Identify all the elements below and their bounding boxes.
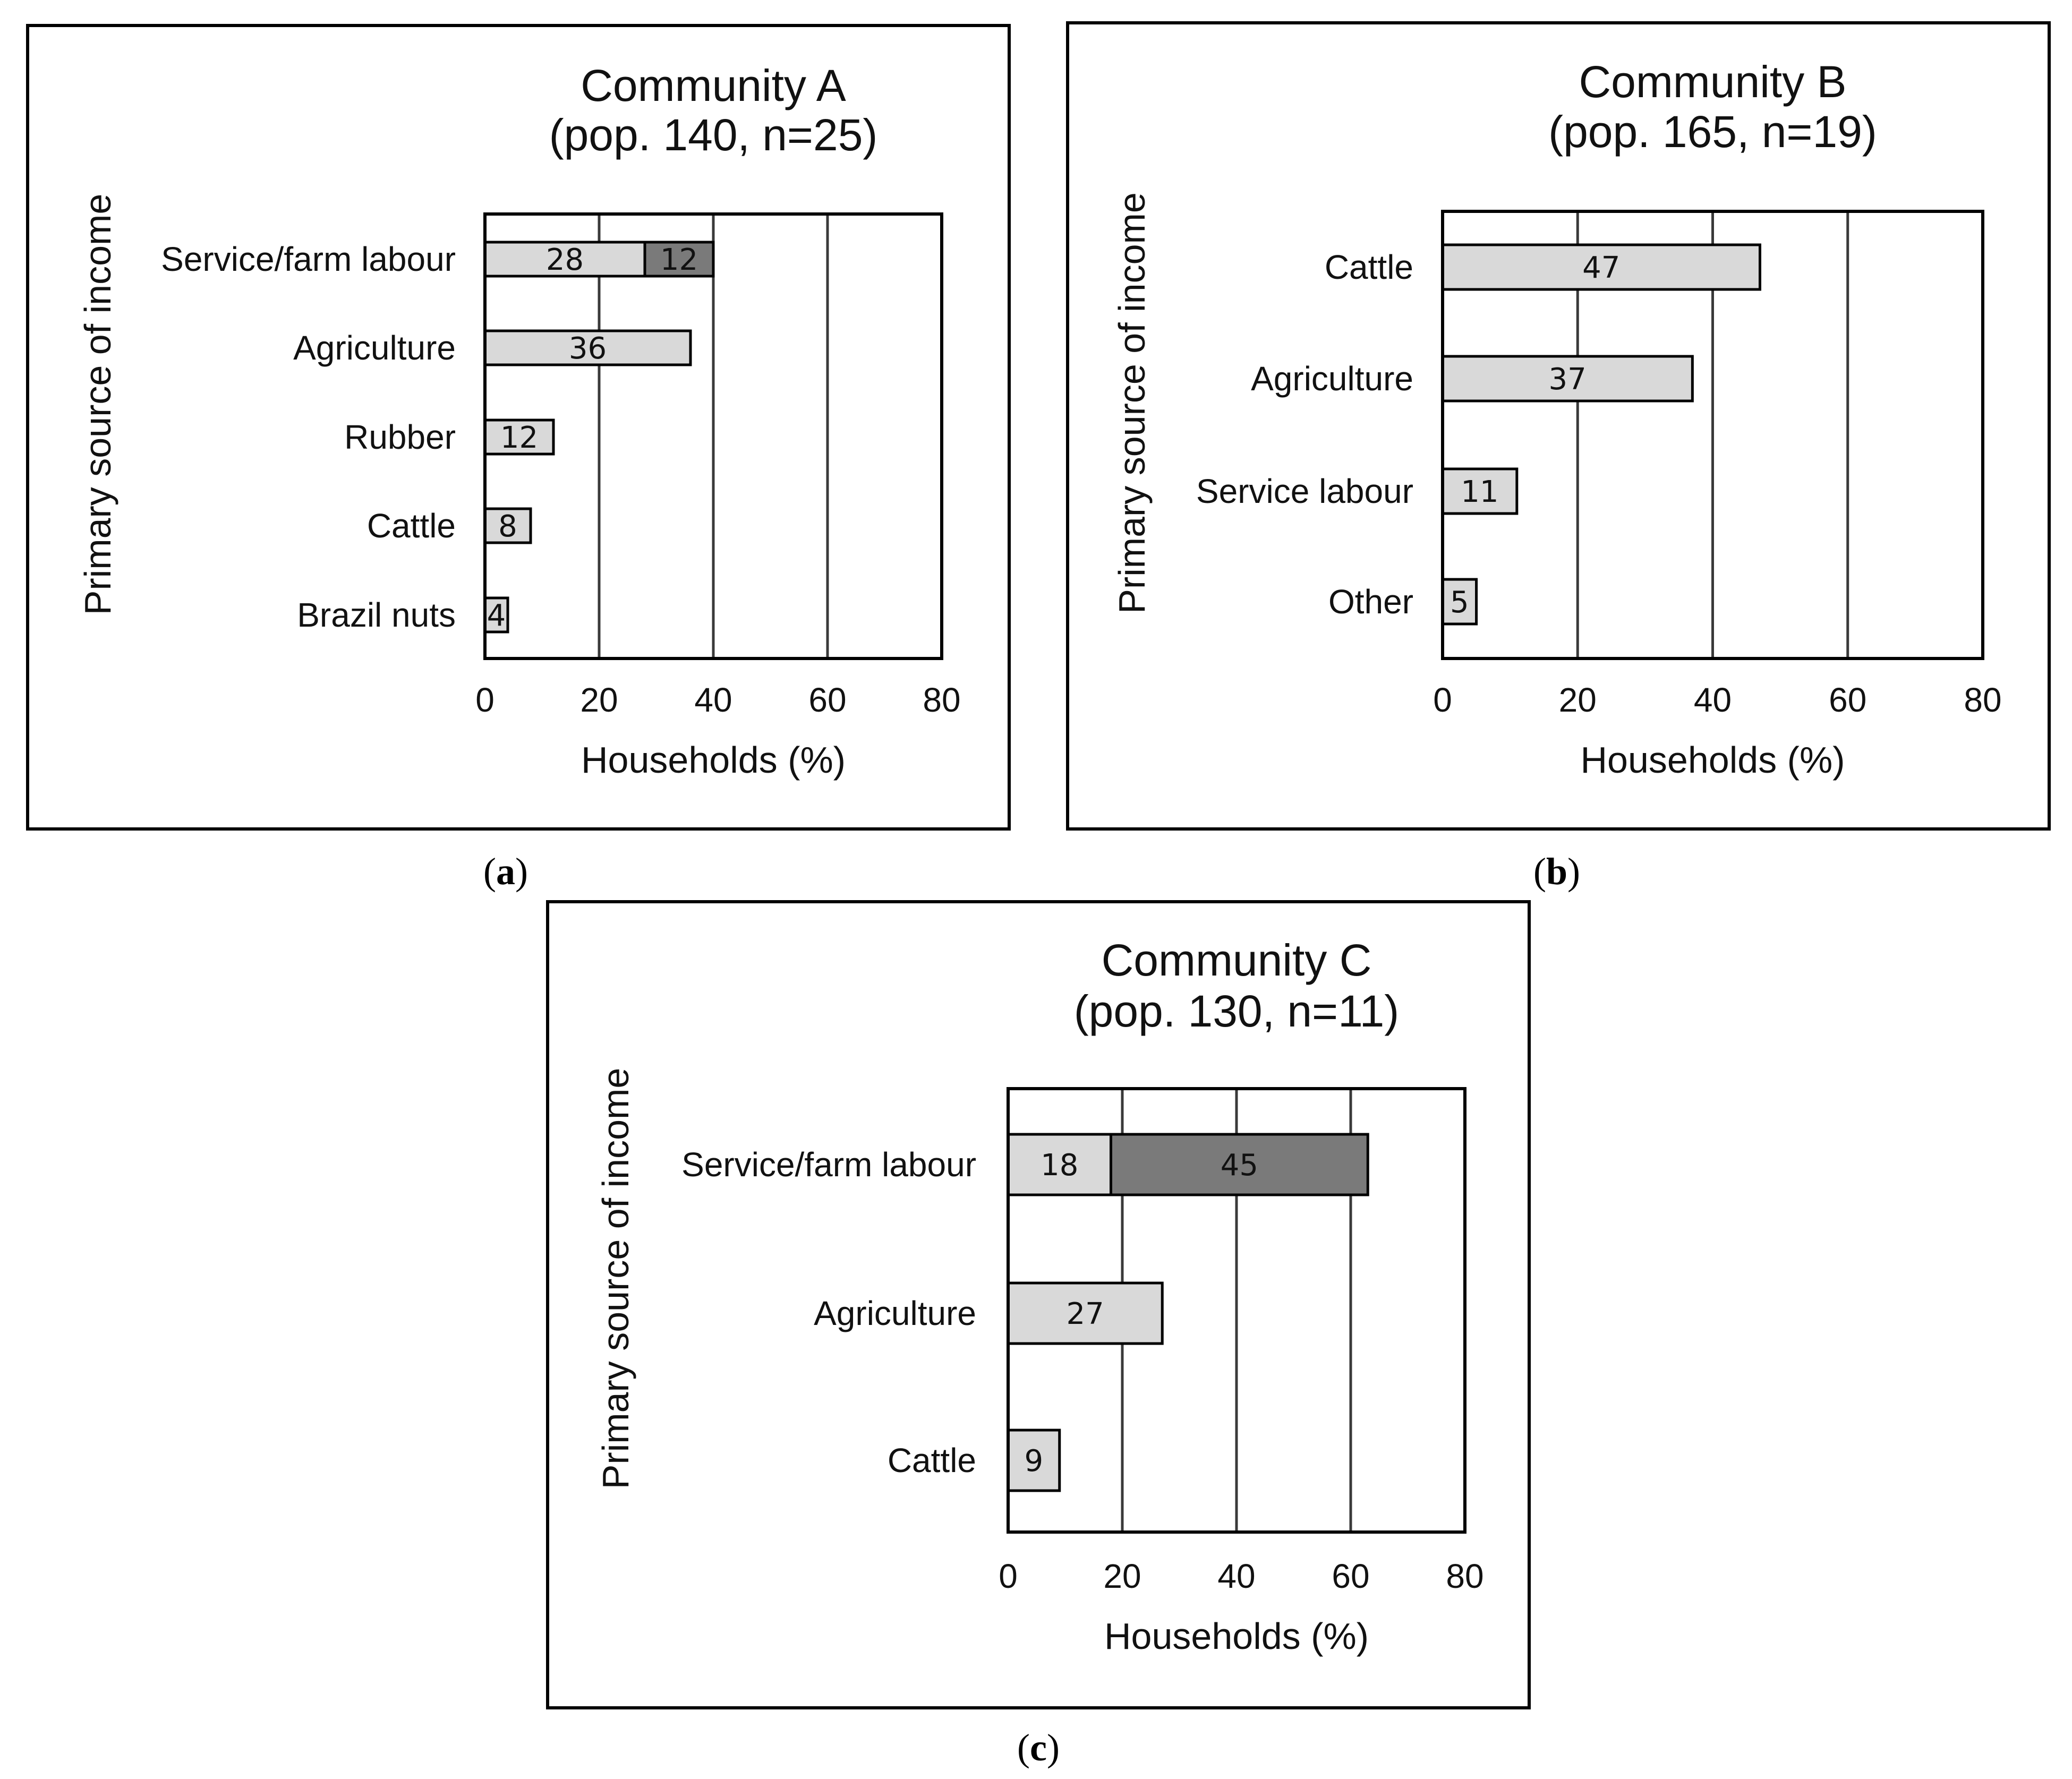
bar [1110, 1133, 1369, 1196]
y-axis-label: Primary source of income [1111, 192, 1153, 614]
bar [1441, 355, 1694, 403]
category-label: Rubber [344, 418, 456, 456]
data-label: 5 [1450, 585, 1469, 620]
bar [1007, 1281, 1164, 1345]
x-axis-label: Households (%) [581, 739, 846, 781]
x-tick-label: 40 [1694, 681, 1732, 719]
chart-panel-c: Community C(pop. 130, n=11) 18 45 Service/f… [546, 900, 1531, 1769]
data-label: 27 [1066, 1297, 1104, 1331]
data-label: 11 [1461, 475, 1498, 509]
category-label: Service labour [1196, 472, 1413, 510]
panel-caption: (c) [1017, 1726, 1060, 1769]
chart-subtitle: (pop. 140, n=25) [549, 110, 878, 160]
bar [1441, 243, 1761, 291]
data-label: 9 [1025, 1444, 1044, 1478]
chart-title: Community C [1102, 935, 1372, 985]
category-label: Brazil nuts [297, 596, 456, 634]
category-label: Agriculture [293, 329, 456, 367]
data-label: 12 [660, 243, 698, 277]
data-label: 18 [1041, 1148, 1078, 1183]
x-tick-label: 60 [1829, 681, 1866, 719]
category-label: Cattle [367, 507, 456, 545]
bar [483, 596, 509, 634]
y-axis-label: Primary source of income [77, 194, 118, 615]
data-label: 37 [1549, 362, 1587, 397]
chart-panel-b: Community B(pop. 165, n=19) 47 Cattle 37 Agr… [1066, 21, 2051, 893]
panel-border [1066, 21, 2051, 831]
data-label: 4 [487, 598, 506, 633]
plot-frame [1441, 210, 1984, 660]
bar [1007, 1429, 1061, 1492]
panel-caption: (a) [483, 850, 528, 893]
panel-caption: (b) [1533, 850, 1580, 893]
category-label: Cattle [888, 1441, 976, 1479]
x-tick-label: 60 [808, 681, 846, 719]
x-tick-label: 20 [1559, 681, 1597, 719]
data-label: 8 [498, 509, 517, 544]
category-label: Service/farm labour [161, 240, 456, 278]
chart-subtitle: (pop. 165, n=19) [1548, 107, 1877, 157]
x-axis-label: Households (%) [1581, 739, 1845, 781]
x-tick-label: 80 [1964, 681, 2001, 719]
data-label: 12 [500, 421, 538, 455]
category-label: Service/farm labour [681, 1145, 976, 1184]
x-tick-label: 40 [694, 681, 732, 719]
plot-frame [483, 212, 943, 660]
category-label: Agriculture [1251, 360, 1413, 398]
chart-title: Community B [1579, 57, 1846, 107]
data-label: 45 [1221, 1148, 1258, 1183]
bar [483, 329, 692, 366]
chart-subtitle: (pop. 130, n=11) [1074, 986, 1400, 1036]
data-label: 28 [546, 243, 584, 277]
x-axis-label: Households (%) [1104, 1615, 1369, 1657]
y-axis-label: Primary source of income [595, 1068, 636, 1490]
chart-panel-a: Community A(pop. 140, n=25) 28 12 Service/f… [26, 24, 1011, 893]
plot-frame [1007, 1087, 1466, 1534]
x-tick-label: 20 [580, 681, 618, 719]
x-tick-label: 20 [1103, 1557, 1141, 1595]
data-label: 36 [569, 331, 607, 366]
category-label: Agriculture [814, 1294, 976, 1332]
data-label: 47 [1582, 251, 1620, 285]
bar [643, 241, 715, 278]
chart-title: Community A [581, 61, 846, 110]
x-tick-label: 40 [1217, 1557, 1255, 1595]
x-tick-label: 0 [999, 1557, 1018, 1595]
category-label: Cattle [1325, 248, 1413, 286]
x-tick-label: 0 [1433, 681, 1452, 719]
x-tick-label: 80 [923, 681, 960, 719]
x-tick-label: 60 [1332, 1557, 1369, 1595]
x-tick-label: 0 [475, 681, 494, 719]
x-tick-label: 80 [1446, 1557, 1483, 1595]
category-label: Other [1328, 583, 1413, 621]
